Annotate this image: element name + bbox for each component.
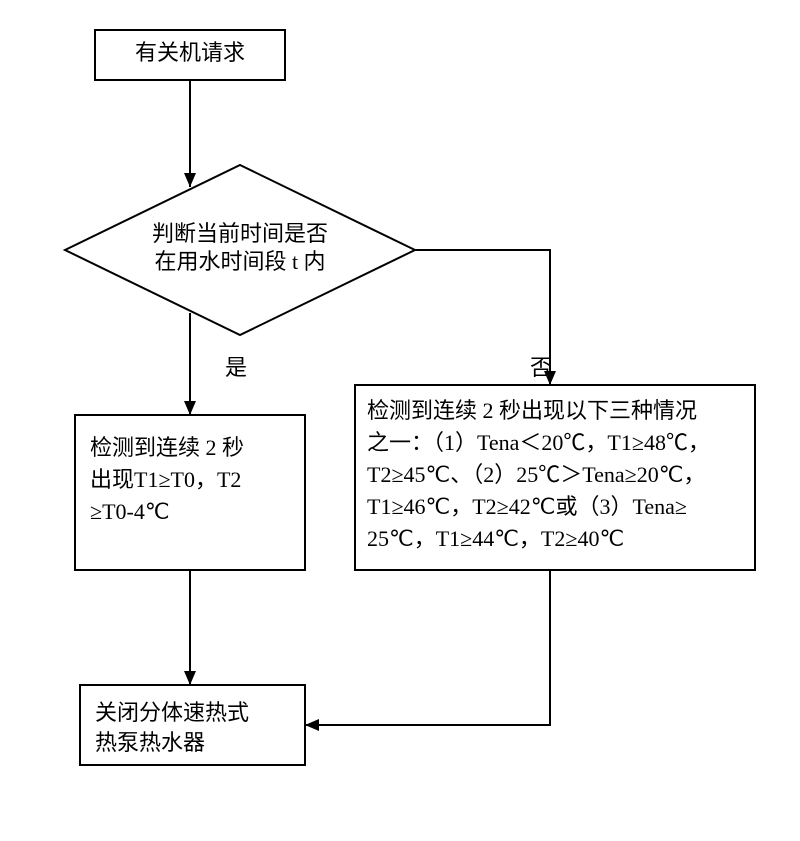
svg-text:热泵热水器: 热泵热水器 xyxy=(95,730,205,755)
svg-text:在用水时间段 t 内: 在用水时间段 t 内 xyxy=(154,249,325,274)
svg-text:有关机请求: 有关机请求 xyxy=(135,40,245,65)
svg-text:T1≥46℃，T2≥42℃或（3）Tena≥: T1≥46℃，T2≥42℃或（3）Tena≥ xyxy=(367,494,687,519)
svg-text:出现T1≥T0，T2: 出现T1≥T0，T2 xyxy=(90,467,241,492)
edge-label: 是 xyxy=(225,355,247,380)
svg-text:关闭分体速热式: 关闭分体速热式 xyxy=(95,700,249,725)
svg-text:检测到连续 2 秒出现以下三种情况: 检测到连续 2 秒出现以下三种情况 xyxy=(367,398,697,423)
svg-text:T2≥45℃、（2）25℃＞Tena≥20℃，: T2≥45℃、（2）25℃＞Tena≥20℃， xyxy=(367,462,705,487)
flowchart-canvas: 是 否 有关机请求判断当前时间是否在用水时间段 t 内检测到连续 2 秒出现T1≥T… xyxy=(0,0,800,841)
svg-text:检测到连续 2 秒: 检测到连续 2 秒 xyxy=(90,435,244,460)
svg-text:≥T0-4℃: ≥T0-4℃ xyxy=(90,499,170,524)
svg-text:判断当前时间是否: 判断当前时间是否 xyxy=(152,221,328,246)
flow-edge xyxy=(305,570,550,725)
svg-text:之一：（1）Tena＜20℃，T1≥48℃，: 之一：（1）Tena＜20℃，T1≥48℃， xyxy=(367,430,710,455)
svg-text:25℃，T1≥44℃，T2≥40℃: 25℃，T1≥44℃，T2≥40℃ xyxy=(367,526,624,551)
edge-label: 否 xyxy=(530,355,552,380)
